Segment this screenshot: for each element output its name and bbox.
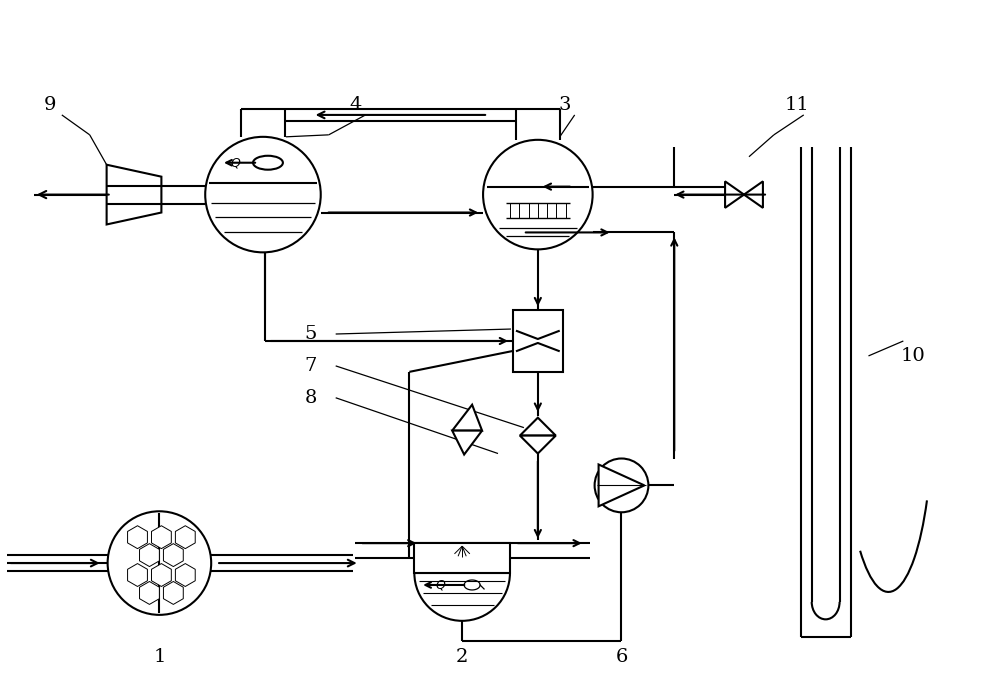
Circle shape [108,511,211,615]
Text: 6: 6 [615,648,628,666]
Text: 5: 5 [305,325,317,343]
Circle shape [483,140,593,249]
Polygon shape [520,435,556,454]
Text: Q: Q [435,579,445,592]
Polygon shape [140,581,159,604]
Polygon shape [151,564,171,587]
Text: 4: 4 [349,96,362,114]
Circle shape [205,137,321,252]
Polygon shape [107,165,161,224]
Polygon shape [175,564,195,587]
Bar [414,543,510,573]
Polygon shape [744,181,763,208]
Circle shape [595,458,648,512]
Text: 8: 8 [305,389,317,407]
Text: 9: 9 [44,96,56,114]
Polygon shape [140,544,159,566]
Polygon shape [163,544,183,566]
Polygon shape [599,464,644,506]
Polygon shape [520,418,556,435]
Text: 1: 1 [153,648,166,666]
Polygon shape [151,526,171,549]
Text: 7: 7 [305,357,317,375]
Polygon shape [725,181,744,208]
Text: 3: 3 [558,96,571,114]
Polygon shape [452,431,482,454]
Wedge shape [414,573,510,621]
Ellipse shape [253,155,283,170]
Polygon shape [128,526,147,549]
Polygon shape [128,564,147,587]
Bar [513,310,563,372]
Text: Q: Q [230,156,240,169]
Polygon shape [163,581,183,604]
Text: 10: 10 [901,347,926,365]
Polygon shape [175,526,195,549]
Polygon shape [452,405,482,431]
Text: 11: 11 [784,96,809,114]
Text: 2: 2 [456,648,468,666]
